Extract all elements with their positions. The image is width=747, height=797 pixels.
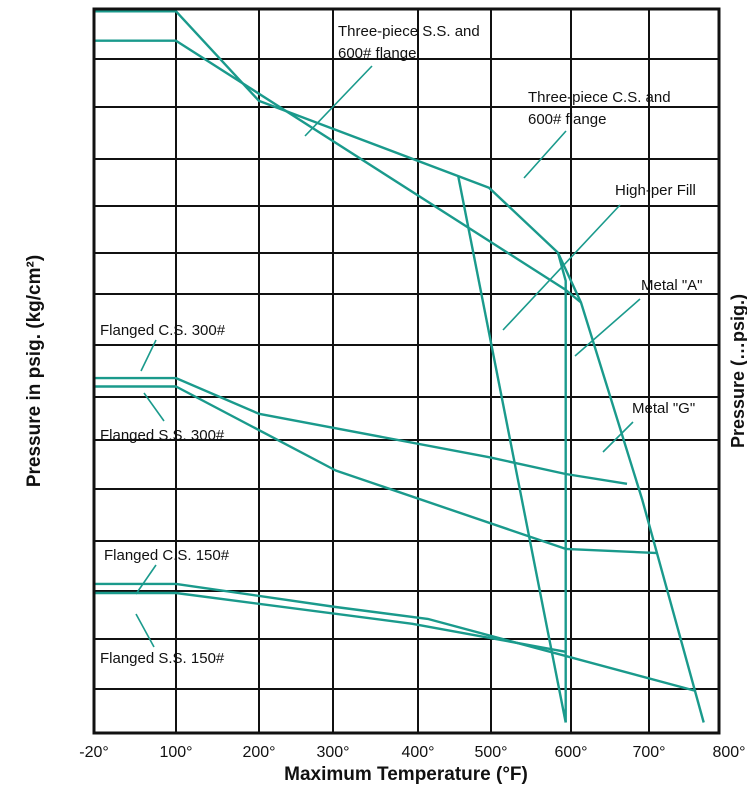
series-line (556, 252, 705, 723)
x-tick-label: 500° (474, 744, 507, 761)
series-line (94, 385, 658, 555)
right-axis-title: Pressure (…psig.) (728, 294, 747, 448)
series-annotation-label: Flanged S.S. 300# (100, 427, 225, 444)
x-tick-label: 300° (316, 744, 349, 761)
series-annotation-label: Flanged C.S. 300# (100, 322, 226, 339)
x-tick-label: 200° (242, 744, 275, 761)
series-annotation-label: High-per Fill (615, 182, 696, 199)
annotation-leader-line (140, 339, 157, 372)
series-curves (94, 10, 705, 723)
annotation-leader-line (523, 130, 567, 179)
series-annotation-label: Flanged C.S. 150# (104, 547, 230, 564)
annotation-leader-line (502, 204, 621, 331)
annotation-leader-line (304, 65, 373, 137)
series-line (556, 252, 567, 723)
annotation-leader-line (143, 392, 165, 422)
x-tick-label: 400° (401, 744, 434, 761)
y-axis-title: Pressure in psig. (kg/cm²) (24, 255, 45, 487)
x-axis-title: Maximum Temperature (°F) (284, 764, 528, 785)
annotation-leader-line (602, 421, 634, 453)
series-annotation-label: Flanged S.S. 150# (100, 650, 225, 667)
series-annotation-label: Metal "G" (632, 400, 695, 417)
annotation-leaders (135, 65, 641, 648)
series-line (94, 39, 582, 304)
x-tick-label: -20° (79, 744, 109, 761)
grid (94, 9, 719, 733)
series-annotation-label: 600# flange (528, 111, 606, 128)
series-annotation-label: 600# flange (338, 45, 416, 62)
x-tick-label: 700° (632, 744, 665, 761)
annotation-leader-line (135, 613, 155, 648)
series-annotation-label: Three-piece S.S. and (338, 23, 480, 40)
series-annotation-label: Metal "A" (641, 277, 703, 294)
annotation-leader-line (574, 298, 641, 357)
plot-frame (92, 7, 721, 735)
series-line (94, 582, 697, 693)
series-line (94, 591, 566, 653)
series-line (94, 10, 559, 254)
series-annotation-label: Three-piece C.S. and (528, 89, 671, 106)
annotation-leader-line (135, 564, 157, 595)
series-line (94, 376, 628, 485)
series-line (457, 176, 567, 723)
x-tick-label: 800° (712, 744, 745, 761)
x-tick-labels: -20° 100° 200° 300° 400° 500° 600° 700° 800° (79, 744, 745, 761)
x-tick-label: 600° (554, 744, 587, 761)
x-tick-label: 100° (159, 744, 192, 761)
series-annotations: Three-piece S.S. and 600# flange Three-pie… (100, 23, 703, 667)
